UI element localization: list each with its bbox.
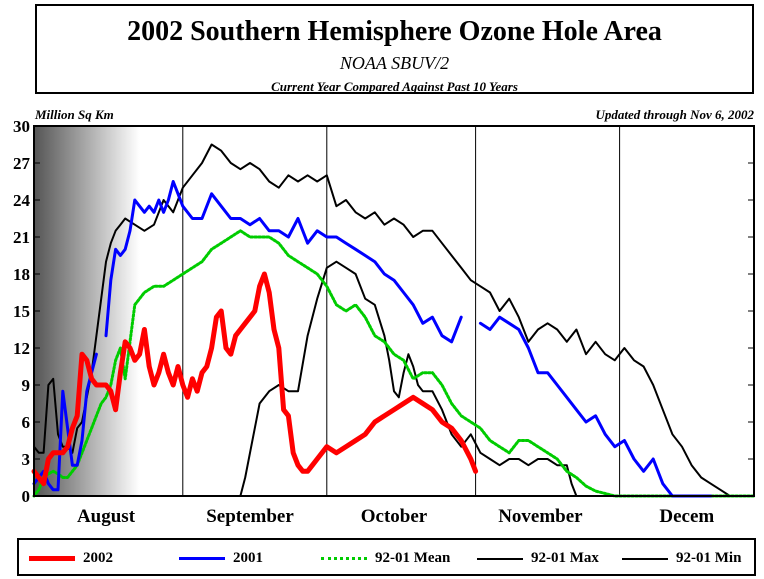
chart-title: 2002 Southern Hemisphere Ozone Hole Area	[127, 16, 662, 47]
polar-night-shading	[34, 126, 140, 496]
updated-label: Updated through Nov 6, 2002	[595, 107, 754, 122]
legend-item-mean: 92-01 Mean	[321, 550, 450, 567]
legend-swatch-2002	[29, 556, 75, 561]
series-line-92-01-mean	[32, 229, 756, 498]
legend-item-2001: 2001	[179, 550, 263, 567]
chart-subtitle-2: Current Year Compared Against Past 10 Ye…	[271, 79, 518, 94]
y-tick-label: 27	[13, 154, 31, 173]
chart-subtitle: NOAA SBUV/2	[339, 53, 450, 73]
y-tick-label: 18	[13, 265, 30, 284]
chart-svg: 0 3 6 9 12 15 18 21 24 27 30 August September October…	[13, 120, 756, 527]
y-axis-unit-label: Million Sq Km	[35, 107, 114, 122]
legend-label-2002: 2002	[83, 550, 113, 566]
legend-label-mean: 92-01 Mean	[375, 550, 451, 566]
y-tick-label: 6	[22, 413, 31, 432]
x-month-label: September	[206, 506, 294, 527]
series-line-2001	[478, 315, 713, 498]
series-line-92-01-max	[33, 143, 755, 497]
y-tick-label: 0	[22, 487, 31, 506]
legend-swatch-max	[477, 557, 523, 560]
legend-item-min: 92-01 Min	[622, 550, 741, 567]
y-tick-label: 3	[22, 450, 31, 469]
legend-item-max: 92-01 Max	[477, 550, 599, 567]
title-box: 2002 Southern Hemisphere Ozone Hole Area…	[35, 4, 754, 94]
y-tick-label: 9	[22, 376, 31, 395]
legend-swatch-min	[622, 557, 668, 560]
plot-frame	[33, 125, 755, 497]
y-tick-label: 21	[13, 228, 30, 247]
legend-box: 2002 2001 92-01 Mean 92-01 Max 92-01 Min	[17, 538, 756, 576]
legend-item-2002: 2002	[29, 550, 113, 567]
x-month-label: Decem	[659, 506, 714, 527]
legend-label-2001: 2001	[233, 550, 263, 566]
legend-swatch-mean	[321, 557, 367, 560]
legend-label-min: 92-01 Min	[676, 550, 742, 566]
x-month-label: August	[77, 506, 136, 527]
y-tick-label: 30	[13, 120, 30, 136]
legend-swatch-2001	[179, 557, 225, 560]
x-month-label: November	[498, 506, 583, 527]
series-line-2002	[31, 271, 479, 487]
x-month-label: October	[361, 506, 428, 527]
series-line-2001	[104, 180, 463, 344]
series-line-2001	[32, 352, 98, 492]
y-tick-label: 12	[13, 339, 30, 358]
y-tick-label: 24	[13, 191, 31, 210]
y-tick-label: 15	[13, 302, 30, 321]
legend-label-max: 92-01 Max	[531, 550, 599, 566]
